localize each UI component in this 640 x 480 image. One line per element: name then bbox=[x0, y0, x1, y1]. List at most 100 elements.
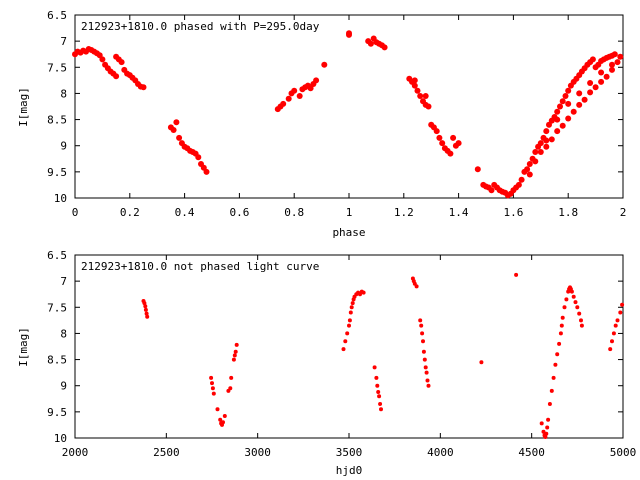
phased-x-tick-label: 0.2 bbox=[120, 206, 140, 219]
unphased-data-point bbox=[557, 341, 562, 346]
phased-data-point bbox=[598, 78, 605, 85]
unphased-data-point bbox=[210, 386, 215, 391]
phased-data-point bbox=[554, 128, 561, 135]
phased-data-point bbox=[559, 122, 566, 129]
unphased-data-point bbox=[426, 383, 431, 388]
unphased-data-point bbox=[145, 314, 150, 319]
unphased-data-point bbox=[233, 349, 238, 354]
phased-data-point bbox=[321, 61, 328, 68]
phased-data-point bbox=[422, 93, 429, 99]
phased-data-point bbox=[280, 100, 287, 107]
unphased-data-point bbox=[541, 429, 546, 434]
unphased-x-tick-label: 2500 bbox=[153, 446, 180, 459]
phased-data-point bbox=[532, 149, 539, 155]
unphased-data-point bbox=[571, 294, 576, 299]
phased-data-point bbox=[170, 127, 177, 133]
phased-light-curve-panel: 0 0.2 0.4 0.6 0.8 1 1.2 1.4 1.6 1.8 2 6.5 7 7.5 8 8.5 9… bbox=[17, 9, 626, 239]
unphased-data-points bbox=[141, 272, 625, 439]
phased-data-point bbox=[557, 103, 563, 110]
phased-data-point bbox=[589, 56, 596, 63]
phased-x-tick-label: 1.2 bbox=[394, 206, 414, 219]
unphased-y-axis: 6.5 7 7.5 8 8.5 9 9.5 10 bbox=[47, 249, 623, 445]
unphased-y-tick-label: 7 bbox=[60, 275, 67, 288]
unphased-data-point bbox=[372, 365, 377, 370]
phased-y-tick-label: 10 bbox=[54, 192, 67, 205]
phased-data-point bbox=[176, 134, 183, 141]
unphased-data-point bbox=[143, 307, 148, 312]
unphased-data-point bbox=[544, 431, 549, 436]
unphased-data-point bbox=[577, 311, 582, 316]
phased-y-tick-label: 8.5 bbox=[47, 114, 67, 127]
unphased-data-point bbox=[564, 297, 569, 302]
unphased-data-point bbox=[231, 357, 236, 362]
unphased-data-point bbox=[539, 421, 544, 426]
unphased-data-point bbox=[611, 331, 616, 336]
unphased-data-point bbox=[575, 305, 580, 310]
phased-data-point bbox=[450, 134, 457, 141]
phased-data-point bbox=[532, 158, 539, 165]
unphased-x-tick-label: 4500 bbox=[518, 446, 545, 459]
unphased-data-point bbox=[613, 323, 618, 328]
phased-data-point bbox=[447, 150, 454, 157]
phased-data-point bbox=[565, 115, 572, 122]
phased-data-point bbox=[609, 61, 615, 68]
unphased-data-point bbox=[579, 323, 584, 328]
unphased-data-point bbox=[379, 407, 383, 412]
phased-data-point bbox=[543, 128, 550, 135]
unphased-data-point bbox=[343, 339, 348, 344]
phased-x-tick-label: 0 bbox=[72, 206, 79, 219]
phased-y-axis-label: I[mag] bbox=[17, 87, 30, 127]
unphased-y-axis-label: I[mag] bbox=[17, 327, 30, 367]
phased-data-point bbox=[203, 168, 210, 175]
phased-data-point bbox=[614, 59, 621, 66]
unphased-data-point bbox=[229, 375, 234, 380]
unphased-data-point bbox=[555, 352, 560, 357]
unphased-data-point bbox=[349, 305, 354, 310]
phased-data-point bbox=[609, 66, 615, 73]
phased-data-point bbox=[543, 137, 550, 144]
phased-data-point bbox=[518, 176, 525, 183]
phased-data-point bbox=[291, 87, 298, 94]
unphased-plot-frame bbox=[74, 254, 624, 439]
unphased-y-tick-label: 9.5 bbox=[47, 406, 67, 419]
phased-data-point bbox=[455, 140, 462, 147]
phased-data-point bbox=[99, 56, 106, 63]
phased-data-point bbox=[554, 116, 561, 123]
unphased-y-tick-label: 9 bbox=[60, 380, 67, 393]
unphased-data-point bbox=[545, 425, 550, 430]
phased-data-point bbox=[603, 73, 610, 80]
unphased-light-curve-panel: 2000 2500 3000 3500 4000 4500 5000 6.5 7 7.5 8 8.5… bbox=[17, 249, 636, 477]
unphased-y-tick-label: 7.5 bbox=[47, 301, 67, 314]
phased-data-point bbox=[195, 154, 202, 161]
unphased-data-point bbox=[420, 331, 425, 336]
unphased-data-point bbox=[143, 304, 148, 309]
unphased-data-point bbox=[144, 311, 149, 316]
unphased-data-point bbox=[615, 318, 620, 323]
unphased-data-point bbox=[618, 310, 623, 315]
phased-x-tick-label: 2 bbox=[620, 206, 627, 219]
phased-y-tick-label: 7 bbox=[60, 35, 67, 48]
phased-data-point bbox=[285, 95, 292, 102]
unphased-data-point bbox=[211, 391, 216, 396]
phased-x-axis-label: phase bbox=[332, 226, 365, 239]
unphased-data-point bbox=[425, 378, 430, 383]
unphased-x-tick-label: 3000 bbox=[244, 446, 271, 459]
unphased-data-point bbox=[546, 417, 551, 422]
phased-data-point bbox=[474, 166, 481, 173]
unphased-data-point bbox=[423, 365, 428, 370]
phased-data-point bbox=[417, 93, 424, 99]
unphased-data-point bbox=[234, 342, 239, 347]
phased-data-point bbox=[548, 136, 555, 143]
unphased-data-point bbox=[421, 339, 425, 344]
phased-data-point bbox=[611, 51, 618, 58]
phased-data-point bbox=[562, 93, 569, 99]
unphased-data-point bbox=[579, 318, 583, 323]
unphased-data-point bbox=[559, 323, 564, 328]
phased-data-point bbox=[587, 89, 594, 96]
unphased-data-point bbox=[378, 402, 383, 406]
unphased-x-tick-label: 4000 bbox=[427, 446, 454, 459]
phased-x-axis: 0 0.2 0.4 0.6 0.8 1 1.2 1.4 1.6 1.8 2 bbox=[72, 15, 627, 219]
unphased-data-point bbox=[377, 394, 382, 399]
unphased-data-point bbox=[569, 289, 574, 294]
